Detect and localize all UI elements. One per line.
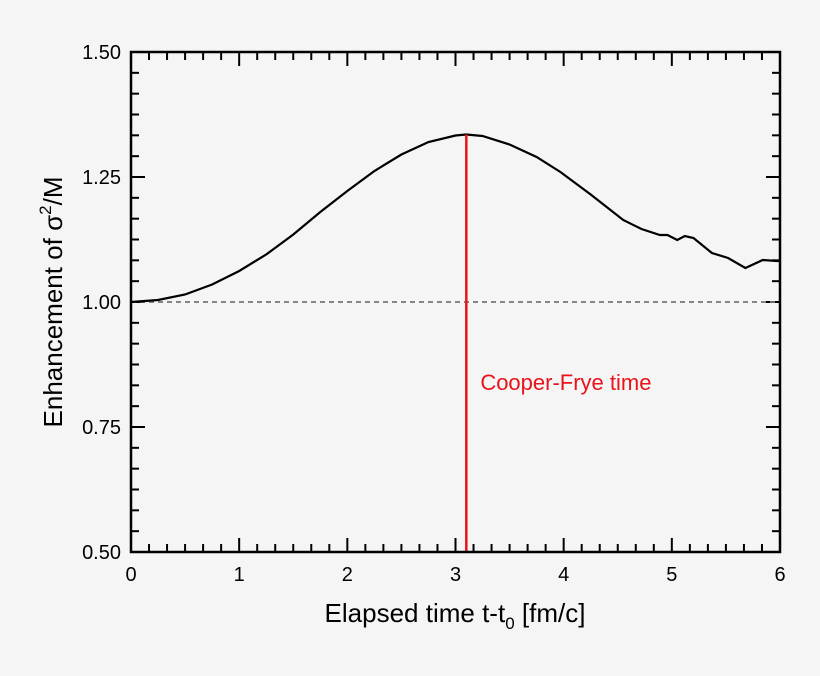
x-tick-label: 1 xyxy=(234,564,245,586)
tick-labels: 0 1 2 3 4 5 6 0.50 0.75 1.00 1.25 1.50 xyxy=(82,42,786,586)
x-tick-label: 0 xyxy=(125,564,136,586)
y-tick-label: 0.75 xyxy=(82,417,121,439)
x-axis-label-sub: 0 xyxy=(505,614,514,633)
x-tick-label: 6 xyxy=(774,564,785,586)
y-tick-label: 0.50 xyxy=(82,542,121,564)
y-axis-label: Enhancement of σ2/M xyxy=(36,177,68,428)
y-tick-label: 1.25 xyxy=(82,167,121,189)
x-axis-label-main: Elapsed time t-t xyxy=(325,598,506,628)
series-line xyxy=(130,133,780,304)
x-tick-label: 3 xyxy=(450,564,461,586)
x-axis-label: Elapsed time t-t0 [fm/c] xyxy=(325,598,586,633)
x-tick-label: 5 xyxy=(666,564,677,586)
y-axis-label-main: Enhancement of σ xyxy=(38,215,68,428)
plot-frame xyxy=(129,50,782,554)
y-tick-label: 1.50 xyxy=(82,42,121,64)
x-tick-label: 4 xyxy=(558,564,569,586)
y-axis-label-sup: 2 xyxy=(36,205,55,214)
x-axis-label-unit: [fm/c] xyxy=(515,598,586,628)
x-tick-label: 2 xyxy=(342,564,353,586)
annotation-label: Cooper-Frye time xyxy=(480,370,651,395)
y-axis-label-tail: /M xyxy=(38,177,68,206)
y-tick-label: 1.00 xyxy=(82,292,121,314)
